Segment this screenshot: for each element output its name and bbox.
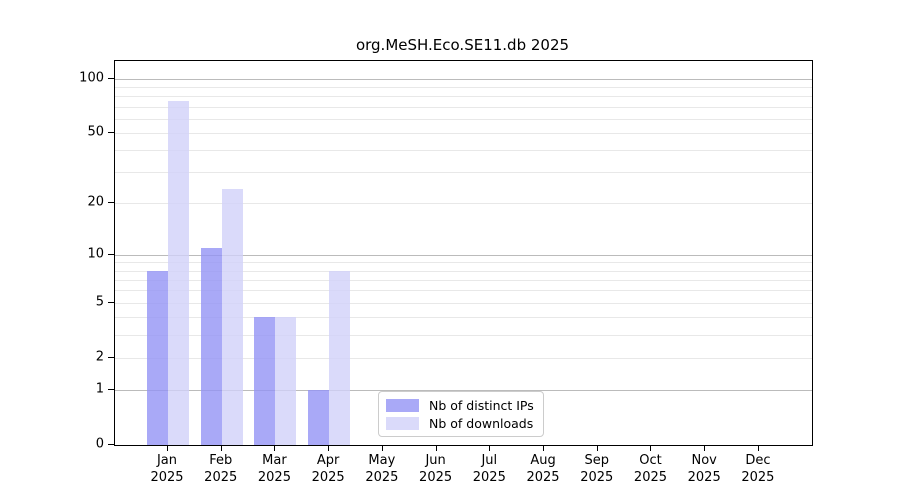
x-tick-label-mar: Mar 2025 [257,453,291,485]
x-tick-mark [596,445,598,451]
plot-area [114,60,813,446]
y-tick-mark [108,388,114,390]
minor-gridline [115,317,812,319]
x-tick-label-may: May 2025 [365,453,399,485]
minor-gridline [115,290,812,292]
x-tick-mark [543,445,545,451]
legend-swatch-downloads [386,416,419,430]
y-tick-label: 100 [79,70,104,86]
minor-gridline [115,86,812,88]
minor-gridline [115,302,812,304]
legend-item-distinct-ips: Nb of distinct IPs [379,398,543,413]
y-tick-mark [108,301,114,303]
bar-downloads [329,270,351,445]
y-tick-mark [108,202,114,204]
x-tick-label-dec: Dec 2025 [741,453,775,485]
bar-downloads [221,189,243,445]
y-tick-mark [108,356,114,358]
minor-gridline [115,132,812,134]
y-tick-label: 1 [95,381,104,397]
bar-distinct-ips [254,317,276,445]
legend: Nb of distinct IPs Nb of downloads [378,391,544,437]
bar-distinct-ips [308,389,330,445]
x-tick-mark [704,445,706,451]
x-tick-label-jan: Jan 2025 [150,453,184,485]
x-tick-mark [757,445,759,451]
x-tick-label-feb: Feb 2025 [204,453,238,485]
minor-gridline [115,334,812,336]
minor-gridline [115,118,812,120]
y-tick-mark [108,131,114,133]
x-tick-label-nov: Nov 2025 [687,453,721,485]
minor-gridline [115,150,812,152]
y-tick-label: 10 [87,246,104,262]
major-gridline [115,254,812,256]
minor-gridline [115,203,812,205]
y-tick-mark [108,444,114,445]
x-tick-label-aug: Aug 2025 [526,453,560,485]
minor-gridline [115,96,812,98]
x-tick-label-jul: Jul 2025 [472,453,506,485]
y-tick-label: 2 [95,349,104,365]
x-tick-mark [489,445,491,451]
legend-item-downloads: Nb of downloads [379,416,543,431]
legend-swatch-distinct-ips [386,398,419,412]
x-tick-mark [650,445,652,451]
x-tick-label-sep: Sep 2025 [580,453,614,485]
minor-gridline [115,357,812,359]
x-tick-mark [167,445,168,451]
x-tick-mark [220,445,222,451]
major-gridline [115,78,812,80]
y-tick-mark [108,253,114,255]
x-tick-mark [328,445,330,451]
minor-gridline [115,270,812,272]
legend-label-distinct-ips: Nb of distinct IPs [429,397,534,413]
x-tick-mark [435,445,437,451]
x-tick-mark [274,445,276,451]
bar-downloads [168,101,189,445]
bar-downloads [275,317,297,445]
bar-distinct-ips [200,247,222,445]
bar-distinct-ips [147,270,168,445]
y-tick-mark [108,77,114,79]
chart-title: org.MeSH.Eco.SE11.db 2025 [355,36,570,54]
x-tick-label-apr: Apr 2025 [311,453,345,485]
y-tick-label: 50 [87,124,104,140]
legend-label-downloads: Nb of downloads [429,415,534,431]
x-tick-label-oct: Oct 2025 [633,453,668,485]
minor-gridline [115,106,812,108]
x-tick-mark [381,445,383,451]
minor-gridline [115,172,812,174]
major-gridline [115,389,812,391]
y-tick-label: 20 [87,194,104,210]
x-tick-label-jun: Jun 2025 [419,453,453,485]
y-tick-label: 5 [95,294,104,310]
y-tick-label: 0 [95,436,104,452]
minor-gridline [115,279,812,281]
minor-gridline [115,262,812,264]
